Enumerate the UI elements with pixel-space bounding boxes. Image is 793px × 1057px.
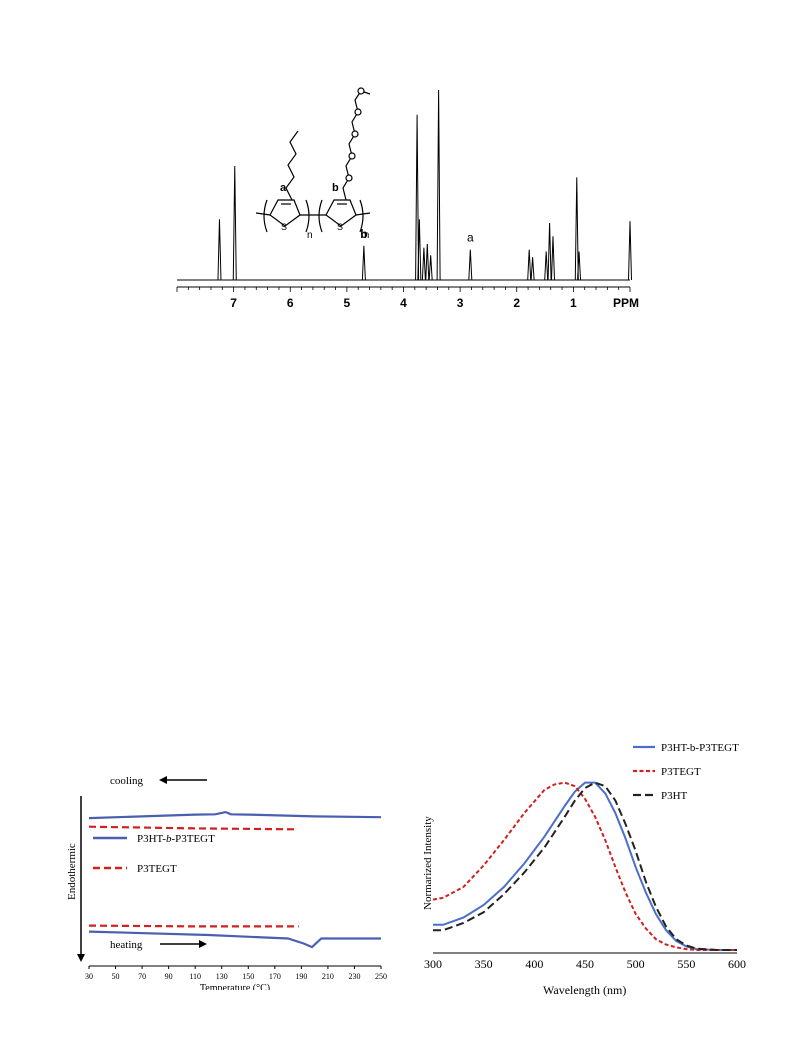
nmr-peak — [428, 255, 433, 281]
uv-x-tick-label: 500 — [627, 957, 645, 971]
dsc-legend: P3HT-b-P3TEGT P3TEGT — [93, 833, 215, 875]
dsc-x-tick-label: 230 — [348, 972, 360, 981]
uv-x-tick-label: 550 — [677, 957, 695, 971]
subscript-m: m — [361, 230, 369, 241]
hexyl-chain — [285, 130, 299, 201]
structure-label-b: b — [332, 182, 339, 194]
nmr-peak — [527, 249, 532, 281]
nmr-peak — [550, 236, 555, 281]
dsc-series-cooling — [88, 825, 295, 831]
bracket — [305, 199, 310, 233]
bracket — [318, 199, 323, 233]
nmr-x-axis-label: PPM — [613, 296, 639, 310]
dsc-x-tick-label: 210 — [322, 972, 334, 981]
dsc-x-tick-label: 50 — [112, 972, 120, 981]
dsc-y-label: Endothermic — [66, 843, 78, 900]
dsc-series-heating — [88, 930, 381, 949]
nmr-x-tick-label: 6 — [287, 296, 294, 310]
nmr-peak — [217, 219, 222, 281]
nmr-x-tick-label: 3 — [457, 296, 464, 310]
nmr-peak — [628, 221, 632, 281]
uv-series-line — [433, 781, 737, 951]
uv-x-tick-label: 600 — [728, 957, 746, 971]
uv-legend-label: P3HT — [661, 790, 688, 802]
uv-x-tick-label: 450 — [576, 957, 594, 971]
uv-series-line — [432, 781, 737, 951]
dsc-chart: 30 50 70 90 110 130 150 170 190 210 230 250 Temperat… — [66, 775, 387, 994]
thiophene-ring-right — [325, 199, 357, 227]
dsc-x-tick-label: 70 — [138, 972, 146, 981]
uv-series-line — [433, 781, 737, 951]
dsc-series-cooling — [88, 810, 382, 820]
dsc-x-tick-label: 190 — [295, 972, 307, 981]
nmr-peak — [547, 222, 552, 281]
uv-y-label: Normarized Intensity — [422, 816, 434, 910]
dsc-series-heating — [88, 924, 299, 928]
nmr-peak — [468, 249, 473, 281]
nmr-peak — [425, 243, 430, 281]
nmr-peak-label: a — [467, 231, 474, 245]
nmr-spectrum-panel: 7 6 5 4 3 2 1 PPM b a — [150, 80, 650, 320]
legend-label-p3tegt: P3TEGT — [137, 863, 177, 875]
dsc-x-tick-label: 30 — [85, 972, 93, 981]
legend-label-copolymer: P3HT-b-P3TEGT — [137, 833, 215, 845]
nmr-peak — [530, 257, 535, 281]
polymer-structure — [255, 87, 371, 233]
nmr-x-tick-label: 4 — [400, 296, 407, 310]
dsc-plot: 30 50 70 90 110 130 150 170 190 210 230 250 Temperat… — [85, 810, 387, 994]
subscript-n: n — [307, 230, 313, 241]
endothermic-arrow-icon — [77, 796, 85, 962]
uv-legend-label: P3HT-b-P3TEGT — [661, 742, 739, 754]
nmr-peak — [232, 165, 237, 281]
uv-x-label: Wavelength (nm) — [543, 983, 626, 997]
nmr-x-tick-label: 5 — [344, 296, 351, 310]
dsc-x-tick-label: 150 — [242, 972, 254, 981]
nmr-peak — [544, 251, 549, 281]
nmr-x-tick-label: 2 — [513, 296, 520, 310]
heating-label: heating — [110, 939, 143, 951]
cooling-arrow-icon — [159, 776, 207, 784]
nmr-x-tick-label: 1 — [570, 296, 577, 310]
nmr-peak — [415, 114, 420, 281]
nmr-peak — [436, 89, 441, 281]
uv-vis-plot: 300 350 400 450 500 550 600 — [424, 781, 746, 971]
dsc-x-tick-label: 170 — [269, 972, 281, 981]
uv-x-tick-label: 400 — [525, 957, 543, 971]
uv-legend-label: P3TEGT — [661, 766, 701, 778]
nmr-peak — [577, 251, 582, 281]
uv-vis-panel: 300 350 400 450 500 550 600 Normarized Intensi… — [415, 730, 765, 1005]
sulfur-label: S — [281, 222, 287, 232]
thiophene-ring-left — [269, 199, 301, 227]
dsc-x-tick-label: 90 — [165, 972, 173, 981]
nmr-peak-label: b — [360, 227, 367, 241]
dsc-panel: 30 50 70 90 110 130 150 170 190 210 230 250 Temperat… — [55, 770, 395, 994]
nmr-x-tick-label: 7 — [230, 296, 237, 310]
nmr-spectrum-plot: 7 6 5 4 3 2 1 PPM b a — [176, 89, 639, 310]
uv-vis-chart: 300 350 400 450 500 550 600 Normarized Intensi… — [422, 742, 746, 997]
bracket — [263, 199, 268, 233]
heating-arrow-icon — [160, 940, 207, 948]
sulfur-label: S — [337, 222, 343, 232]
uv-x-tick-label: 300 — [424, 957, 442, 971]
cooling-label: cooling — [110, 775, 143, 787]
dsc-x-tick-label: 110 — [189, 972, 201, 981]
bracket — [359, 199, 364, 233]
structure-label-a: a — [280, 182, 287, 194]
nmr-peak — [421, 247, 426, 281]
nmr-peak — [417, 219, 422, 281]
dsc-x-axis-label: Temperature (°C) — [200, 983, 270, 990]
nmr-spectrum-chart: 7 6 5 4 3 2 1 PPM b a — [176, 87, 639, 310]
uv-x-tick-label: 350 — [475, 957, 493, 971]
dsc-x-tick-label: 130 — [216, 972, 228, 981]
uv-legend: P3HT-b-P3TEGT P3TEGT P3HT — [633, 742, 739, 802]
teg-chain — [342, 90, 371, 201]
nmr-peak — [361, 245, 366, 281]
dsc-x-tick-label: 250 — [375, 972, 387, 981]
nmr-peak — [574, 177, 579, 281]
